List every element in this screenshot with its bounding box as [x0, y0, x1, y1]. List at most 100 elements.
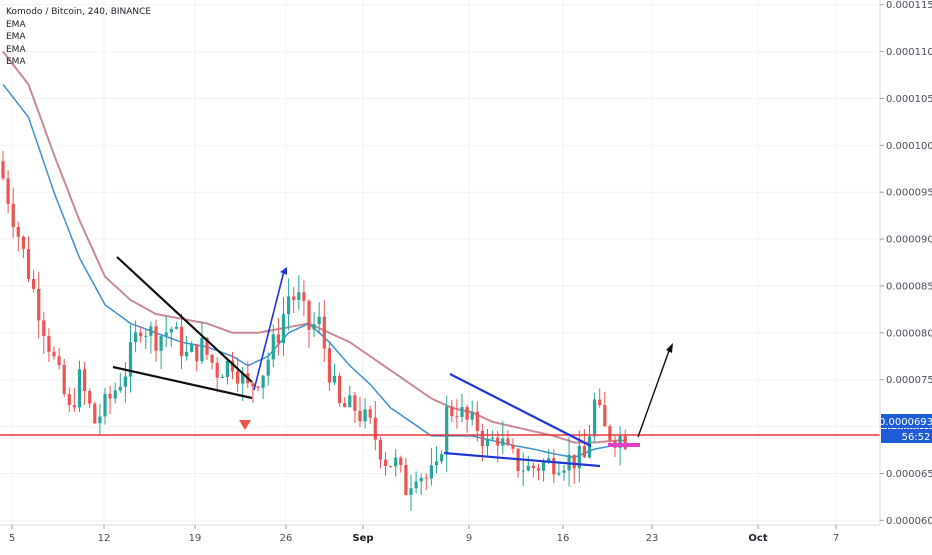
- time-axis[interactable]: 5 12 19 26 Sep 9 16 23 Oct 7: [0, 524, 880, 544]
- candle-body: [562, 470, 566, 473]
- candle-body: [108, 393, 112, 399]
- candle-body: [6, 178, 10, 204]
- candle-body: [174, 326, 178, 329]
- plot-background: [0, 0, 880, 525]
- wedge1-lower-line[interactable]: [112, 365, 253, 400]
- candle-body: [169, 328, 173, 333]
- candle-body: [455, 416, 459, 418]
- candle-body: [363, 409, 367, 422]
- candle-body: [434, 461, 439, 466]
- price-tick-label: 0.0001150: [886, 0, 932, 11]
- candle-body: [353, 395, 357, 411]
- impulse-arrowhead-icon: [280, 267, 287, 275]
- impulse-arrow-line[interactable]: [253, 270, 285, 391]
- candle-body: [343, 403, 347, 408]
- indicator-ema-3[interactable]: EMA: [6, 44, 26, 55]
- candle-body: [276, 334, 280, 344]
- candle-body: [572, 454, 576, 469]
- candle-body: [83, 369, 87, 391]
- candle-body: [307, 300, 311, 330]
- candle-body: [491, 437, 495, 439]
- candle-body: [485, 438, 490, 447]
- candle-body: [587, 436, 592, 458]
- candle-body: [414, 481, 418, 489]
- time-tick-label: 19: [189, 533, 202, 544]
- candle-body: [26, 248, 31, 280]
- pink-marker[interactable]: [608, 443, 640, 447]
- candle-body: [72, 405, 76, 408]
- candle-body: [261, 375, 265, 388]
- candle-body: [475, 411, 479, 432]
- candle-body: [210, 354, 214, 363]
- candle-body: [159, 335, 163, 351]
- indicator-ema-2[interactable]: EMA: [6, 32, 26, 42]
- candle-body: [511, 444, 515, 449]
- time-tick-label: 26: [280, 533, 293, 544]
- candle-body: [200, 337, 204, 362]
- candle-body: [552, 458, 556, 475]
- candle-body: [225, 360, 229, 377]
- candle-body: [185, 351, 189, 357]
- candle-body: [47, 336, 51, 352]
- chart-legend: Komodo / Bitcoin, 240, BINANCE EMA EMA E…: [6, 6, 151, 69]
- candle-body: [547, 458, 551, 463]
- indicator-ema-1[interactable]: EMA: [6, 19, 26, 30]
- candle-body: [460, 407, 464, 418]
- candle-body: [332, 375, 337, 383]
- candle-body: [190, 344, 194, 352]
- time-tick-label: 7: [833, 533, 839, 544]
- candle-body: [404, 464, 408, 495]
- candle-body: [521, 470, 525, 472]
- candle-body: [195, 344, 199, 362]
- symbol-title[interactable]: Komodo / Bitcoin, 240, BINANCE: [6, 7, 152, 17]
- candle-body: [154, 326, 158, 351]
- time-tick-label: 23: [646, 533, 659, 544]
- price-axis[interactable]: 0.00006000.00006500.00007000.00007500.00…: [879, 0, 932, 527]
- candle-body: [271, 334, 275, 360]
- candle-body: [322, 316, 326, 349]
- candle-body: [52, 351, 56, 357]
- candle-body: [88, 390, 92, 404]
- candle-body: [302, 292, 306, 301]
- candle-body: [394, 457, 398, 467]
- candle-body: [11, 203, 15, 228]
- candle-body: [409, 488, 413, 495]
- candle-body: [77, 369, 82, 408]
- candle-body: [399, 457, 403, 465]
- wedge2-upper-line[interactable]: [449, 373, 592, 447]
- candle-body: [470, 411, 474, 420]
- candle-body: [266, 359, 270, 376]
- candle-body: [57, 356, 61, 366]
- time-tick-label: Oct: [748, 533, 767, 544]
- candle-body: [256, 386, 260, 388]
- candle-body: [501, 438, 505, 446]
- candle-body: [593, 399, 597, 437]
- time-tick-label: 12: [98, 533, 111, 544]
- candle-body: [93, 403, 97, 424]
- time-tick-label: 5: [9, 533, 15, 544]
- candle-body: [230, 360, 235, 372]
- candle-body: [287, 296, 291, 315]
- countdown-text: 56:52: [902, 432, 931, 443]
- forecast-arrow-line[interactable]: [637, 347, 671, 438]
- candle-body: [506, 438, 510, 445]
- candle-body: [149, 326, 153, 336]
- candle-body: [496, 437, 500, 446]
- price-badge-bg: [881, 414, 932, 428]
- candle-body: [241, 373, 245, 384]
- wedge2-lower-line[interactable]: [443, 451, 601, 468]
- indicator-ema-4[interactable]: EMA: [6, 57, 26, 67]
- candle-body: [205, 337, 209, 355]
- wedge1-upper-line[interactable]: [116, 256, 253, 383]
